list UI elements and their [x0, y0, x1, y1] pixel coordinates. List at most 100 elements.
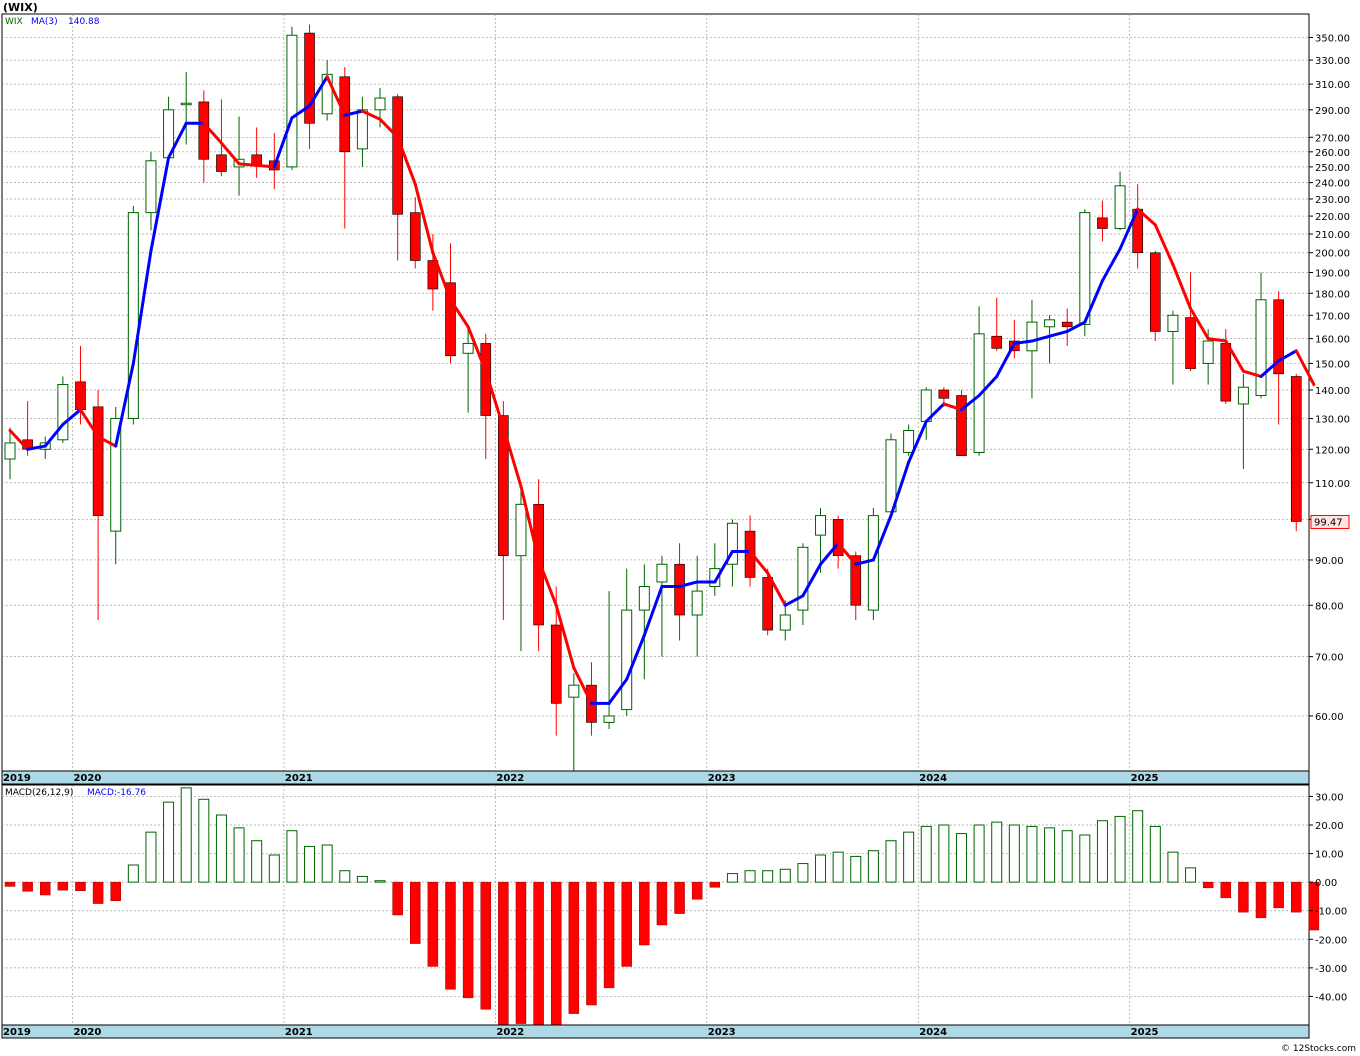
ma-segment — [854, 558, 875, 566]
ma-segment — [642, 584, 664, 637]
ma-segment — [1118, 207, 1140, 251]
macd-bar — [1132, 810, 1144, 883]
ma-segment — [959, 394, 981, 412]
macd-bar — [462, 881, 474, 999]
ma-segment — [78, 408, 100, 439]
macd-y-tick-label: 20.00 — [1315, 821, 1344, 832]
price-legend-ma-value: 140.88 — [68, 17, 100, 27]
ma-segment — [766, 571, 787, 607]
ma-segment — [308, 75, 329, 108]
candle-body — [903, 430, 915, 453]
candle-body — [515, 503, 527, 557]
macd-y-axis: -40.00 -30.00 -20.00 -10.00 0.00 10.00 20.00 30… — [1309, 792, 1347, 1003]
ma-segment — [413, 182, 435, 255]
ma-segment — [907, 419, 928, 464]
macd-bar — [973, 824, 985, 883]
macd-bar — [215, 814, 227, 883]
macd-y-tick-label: -30.00 — [1315, 964, 1347, 975]
ma-segment — [8, 429, 30, 451]
ma-segment — [325, 75, 347, 117]
macd-bar — [427, 881, 439, 967]
last-price-marker: 99.47 — [1310, 514, 1350, 529]
candle-body — [1026, 321, 1038, 352]
ma-segment — [924, 402, 946, 423]
candle-body — [674, 563, 685, 616]
macd-bar — [515, 881, 527, 1024]
macd-bar — [1149, 825, 1161, 883]
macd-bar — [1220, 881, 1232, 899]
price-x-tick-label: 2020 — [73, 773, 101, 784]
price-y-tick-label: 190.00 — [1315, 268, 1350, 279]
ma-segment — [1153, 223, 1175, 266]
macd-bar — [392, 881, 403, 916]
candle-body — [57, 384, 69, 441]
macd-bar — [110, 881, 121, 901]
ma-segment — [360, 109, 382, 121]
macd-bar — [498, 881, 509, 1026]
price-y-tick-label: 80.00 — [1315, 601, 1344, 612]
macd-y-tick-label: -40.00 — [1315, 992, 1347, 1003]
candle-body — [1114, 185, 1126, 230]
candle-body — [867, 515, 879, 611]
macd-bar — [198, 798, 210, 883]
price-y-tick-label: 60.00 — [1315, 712, 1344, 723]
macd-bar — [1008, 824, 1020, 883]
price-plot-area — [1, 13, 1310, 772]
ma-segment — [149, 156, 171, 253]
candle-body — [427, 260, 439, 290]
ma-segment — [378, 117, 400, 139]
price-grid — [2, 14, 1309, 771]
macd-bar — [233, 827, 245, 883]
macd-x-tick-label: 2025 — [1131, 1027, 1159, 1038]
macd-legend-label: MACD(26,12,9) — [5, 788, 73, 798]
chart-title: (WIX) — [3, 1, 38, 14]
ma-segment — [1259, 359, 1281, 378]
ma-segment — [519, 484, 541, 562]
ma-segment — [678, 580, 699, 588]
ma-segment — [977, 374, 999, 398]
candle-body — [304, 32, 315, 124]
ma-segment — [942, 402, 963, 412]
macd-bar — [127, 864, 139, 883]
candle-body — [815, 515, 827, 536]
candle-body — [973, 333, 985, 453]
candle-body — [198, 101, 210, 160]
macd-bar — [339, 870, 351, 883]
macd-bar — [163, 801, 175, 883]
candle-body — [1237, 386, 1249, 405]
ma-segment — [501, 425, 523, 488]
price-ma-line — [8, 75, 1316, 705]
macd-bar — [762, 870, 774, 883]
ma-segment — [995, 341, 1016, 378]
ma-segment — [1277, 349, 1298, 363]
macd-bar — [92, 881, 104, 904]
ma-segment — [1241, 369, 1263, 378]
candle-body — [956, 395, 967, 457]
price-panel: 60.0070.0080.0090.00100.00110.00120.0013… — [1, 13, 1350, 785]
price-x-axis: 2019 2020 2021 2022 2023 2024 2025 — [3, 773, 1159, 784]
candle-body — [75, 381, 86, 411]
macd-bar — [57, 881, 69, 891]
macd-bar — [410, 881, 421, 944]
macd-bar — [744, 870, 756, 883]
macd-bar — [603, 881, 615, 989]
price-legend-symbol: WIX — [5, 17, 23, 27]
ma-segment — [801, 562, 823, 598]
candle-body — [321, 73, 333, 115]
macd-bar — [533, 881, 544, 1026]
candle-body — [1255, 299, 1267, 397]
macd-bar — [586, 881, 597, 1006]
ma-segment — [713, 549, 734, 584]
ma-segment — [431, 251, 452, 302]
macd-bar — [691, 881, 703, 900]
candle-body — [1097, 217, 1108, 229]
ma-segment — [607, 677, 629, 705]
ma-segment — [272, 116, 294, 169]
price-y-axis: 60.0070.0080.0090.00100.00110.00120.0013… — [1309, 33, 1350, 723]
macd-bar — [480, 881, 491, 1010]
macd-bar — [356, 875, 368, 883]
ma-segment — [1100, 247, 1122, 283]
ma-segment — [889, 460, 911, 518]
ma-segment — [783, 594, 805, 607]
macd-panel: -40.00 -30.00 -20.00 -10.00 0.00 10.00 20.00 30… — [1, 784, 1347, 1039]
